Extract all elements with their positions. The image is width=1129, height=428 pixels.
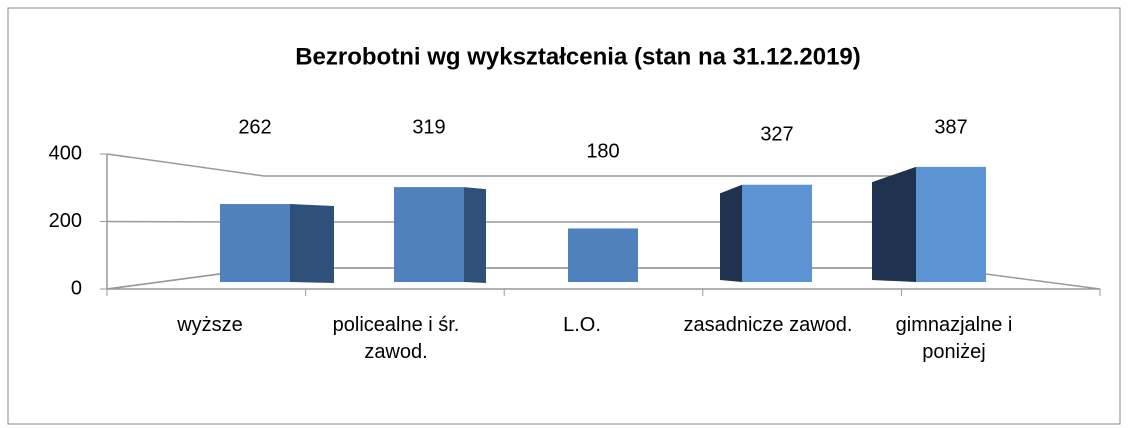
x-tick-label: L.O. (563, 314, 601, 336)
y-tick-label: 400 (49, 142, 82, 164)
x-tick-label: policealne i śr. zawod. (332, 314, 460, 363)
bar (916, 166, 986, 282)
x-tick-label: gimnazjalne i poniżej (895, 314, 1013, 363)
y-tick-label: 0 (71, 277, 82, 299)
value-label: 387 (934, 116, 967, 138)
grid-line (106, 153, 940, 177)
bar-side (290, 204, 334, 283)
value-label: 262 (238, 116, 271, 138)
bar-side (464, 187, 486, 283)
x-tick-label: zasadnicze zawod. (683, 314, 853, 336)
bar (394, 187, 464, 282)
bar (742, 184, 812, 282)
value-label: 327 (760, 123, 793, 145)
bar-side (720, 184, 742, 282)
x-tick-label: wyższe (177, 314, 243, 336)
value-label: 180 (586, 141, 619, 163)
bar (220, 204, 290, 282)
bar-side (872, 166, 916, 282)
chart-title: Bezrobotni wg wykształcenia (stan na 31.… (295, 43, 861, 70)
bar (568, 228, 638, 282)
value-label: 319 (412, 116, 445, 138)
y-tick-label: 200 (49, 210, 82, 232)
